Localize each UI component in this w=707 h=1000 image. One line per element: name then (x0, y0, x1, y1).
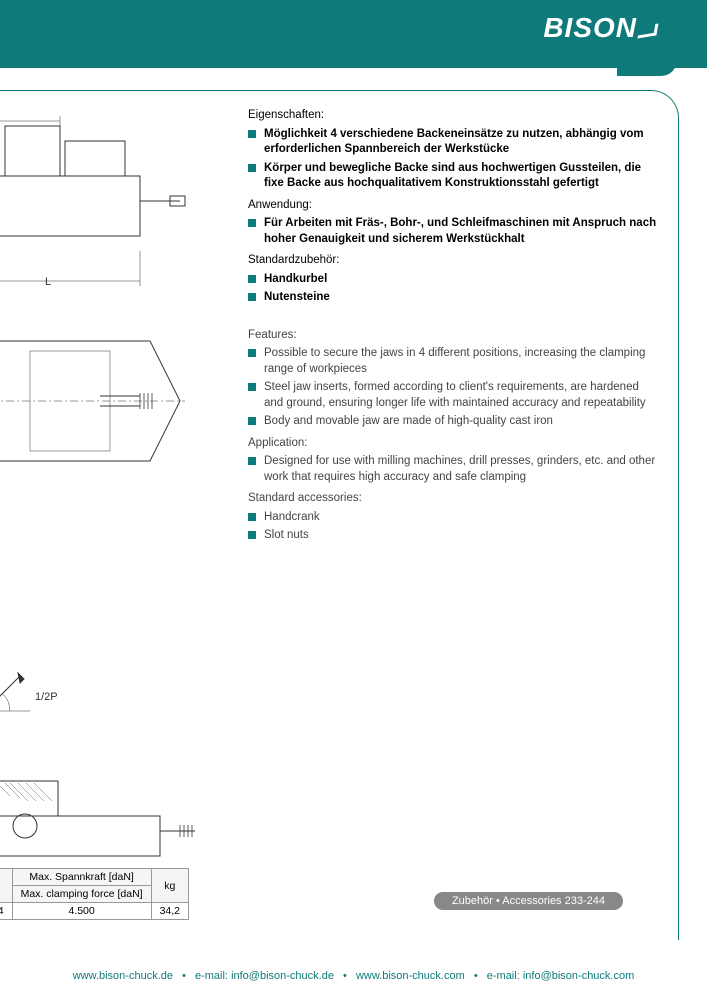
accessories-list-de: Handkurbel Nutensteine (248, 272, 658, 306)
col-header-w: w (0, 869, 12, 903)
properties-list-de: Möglichkeit 4 verschiedene Backeneinsätz… (248, 127, 658, 192)
header-bar: BISON (0, 0, 707, 68)
cell-force: 4.500 (12, 903, 151, 920)
table-row: w Max. Spannkraft [daN] kg (0, 869, 189, 886)
footer-sep-icon: • (343, 970, 347, 982)
footer-email-label-com: e-mail: (487, 970, 520, 982)
accessories-list-en: Handcrank Slot nuts (248, 510, 658, 544)
cell-w: 8,4 (0, 903, 12, 920)
footer-email-label-de: e-mail: (195, 970, 228, 982)
list-item: Possible to secure the jaws in 4 differe… (248, 346, 658, 377)
application-title-en: Application: (248, 436, 658, 452)
list-item: Body and movable jaw are made of high-qu… (248, 414, 658, 430)
accessories-title-en: Standard accessories: (248, 491, 658, 507)
footer-email-de: info@bison-chuck.de (231, 970, 334, 982)
footer-url-de: www.bison-chuck.de (73, 970, 173, 982)
footer-email-com: info@bison-chuck.com (523, 970, 634, 982)
features-list-en: Possible to secure the jaws in 4 differe… (248, 346, 658, 430)
list-item: Designed for use with milling machines, … (248, 454, 658, 485)
table-row: 8,4 4.500 34,2 (0, 903, 189, 920)
footer-url-com: www.bison-chuck.com (356, 970, 465, 982)
accessories-title-de: Standardzubehör: (248, 253, 658, 269)
text-content: Eigenschaften: Möglichkeit 4 verschieden… (248, 106, 658, 550)
list-item: Slot nuts (248, 528, 658, 544)
logo-swoosh-icon (637, 24, 658, 39)
header-tab-accent (617, 60, 677, 76)
col-header-force-de: Max. Spannkraft [daN] (12, 869, 151, 886)
brand-text: BISON (543, 12, 637, 43)
list-item: Körper und bewegliche Backe sind aus hoc… (248, 161, 658, 192)
cell-kg: 34,2 (151, 903, 188, 920)
spec-table-section: w Max. Spannkraft [daN] kg Max. clamping… (0, 868, 189, 920)
brand-logo: BISON (543, 12, 657, 44)
application-list-en: Designed for use with milling machines, … (248, 454, 658, 485)
col-header-force-en: Max. clamping force [daN] (12, 886, 151, 903)
properties-title-de: Eigenschaften: (248, 108, 658, 124)
list-item: Möglichkeit 4 verschiedene Backeneinsätz… (248, 127, 658, 158)
features-title-en: Features: (248, 328, 658, 344)
page-reference-badge: Zubehör • Accessories 233-244 (434, 892, 623, 910)
application-title-de: Anwendung: (248, 198, 658, 214)
dim-label-half-p: 1/2P (35, 691, 58, 703)
footer-sep-icon: • (474, 970, 478, 982)
list-item: Handkurbel (248, 272, 658, 288)
footer: www.bison-chuck.de • e-mail: info@bison-… (0, 970, 707, 982)
drawing-side-view (0, 106, 220, 306)
dim-label-L: L (45, 276, 51, 288)
list-item: Nutensteine (248, 290, 658, 306)
footer-sep-icon: • (182, 970, 186, 982)
drawing-section-view (0, 771, 220, 881)
col-header-kg: kg (151, 869, 188, 903)
drawing-top-view (0, 321, 220, 481)
list-item: Steel jaw inserts, formed according to c… (248, 380, 658, 411)
list-item: Für Arbeiten mit Fräs-, Bohr-, und Schle… (248, 216, 658, 247)
application-list-de: Für Arbeiten mit Fräs-, Bohr-, und Schle… (248, 216, 658, 247)
content-frame: L 1/2P w (0, 90, 679, 940)
spec-table: w Max. Spannkraft [daN] kg Max. clamping… (0, 868, 189, 920)
list-item: Handcrank (248, 510, 658, 526)
